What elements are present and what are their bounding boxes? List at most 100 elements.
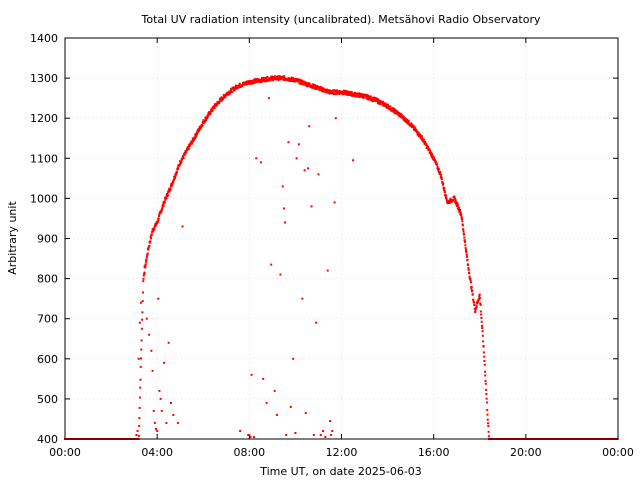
data-point [233,88,236,91]
data-point [262,377,265,380]
data-point [439,170,442,173]
data-point [437,168,440,171]
data-point [161,206,164,209]
data-point [138,396,141,399]
plot-frame [64,37,619,440]
data-point [472,301,475,304]
data-point [461,217,464,220]
data-point [325,91,328,94]
data-point [153,421,156,424]
data-point [218,101,221,104]
data-point [139,386,142,389]
data-point [471,289,474,292]
data-point [295,157,298,160]
data-point [213,106,216,109]
data-point [372,97,375,100]
data-point [484,374,487,377]
data-point [481,327,484,330]
data-point [486,413,489,416]
data-point [317,173,320,176]
data-point [138,321,141,324]
chart-title: Total UV radiation intensity (uncalibrat… [141,13,541,26]
data-point [260,77,263,80]
data-point [137,434,140,437]
grid-lines [65,38,618,439]
y-tick-label: 1400 [30,32,58,45]
data-point [162,204,165,207]
data-point [486,408,489,411]
data-point [220,99,223,102]
data-point [192,139,195,142]
data-point [312,433,315,436]
data-point [463,236,466,239]
data-point [141,291,144,294]
data-point [402,115,405,118]
data-point [468,272,471,275]
data-point [208,113,211,116]
data-point [178,164,181,167]
data-point [346,93,349,96]
data-point [331,91,334,94]
data-point [348,91,351,94]
data-point [142,280,145,283]
data-point [455,203,458,206]
data-point [406,118,409,121]
data-point [269,79,272,82]
data-point [354,95,357,98]
data-point [420,134,423,137]
data-point [485,388,488,391]
data-point [289,405,292,408]
data-point [250,373,253,376]
data-point [467,264,470,267]
data-point [153,226,156,229]
data-point [187,147,190,150]
data-point [319,433,322,436]
data-point [417,131,420,134]
data-point [333,201,336,204]
data-point [160,211,163,214]
data-point [166,195,169,198]
data-point [265,77,268,80]
data-point [149,237,152,240]
x-tick-label: 04:00 [141,446,173,459]
data-point [153,228,156,231]
data-point [241,85,244,88]
data-point [380,103,383,106]
data-point [149,235,152,238]
data-point [196,132,199,135]
data-point [456,202,459,205]
data-point [365,96,368,99]
data-point [250,82,253,85]
data-point [145,259,148,262]
data-point [148,241,151,244]
data-point [172,181,175,184]
data-point [148,244,151,247]
data-point [143,272,146,275]
data-point [369,95,372,98]
data-point [197,130,200,133]
data-point [290,76,293,79]
data-point [466,255,469,258]
data-point [235,84,238,87]
data-point [249,435,252,438]
data-point [151,369,154,372]
data-point [195,133,198,136]
data-point [159,397,162,400]
data-point [344,91,347,94]
data-point [443,188,446,191]
data-point [150,233,153,236]
data-point [394,109,397,112]
data-point [393,112,396,115]
data-point [270,263,273,266]
data-point [157,217,160,220]
data-point [435,162,438,165]
data-point [139,365,142,368]
data-point [404,118,407,121]
data-point [440,176,443,179]
data-point [273,389,276,392]
data-point [341,90,344,93]
data-point [166,194,169,197]
data-point [166,192,169,195]
x-tick-labels: 00:00 04:00 08:00 12:00 16:00 20:00 00:00 [49,446,634,459]
data-point [481,334,484,337]
